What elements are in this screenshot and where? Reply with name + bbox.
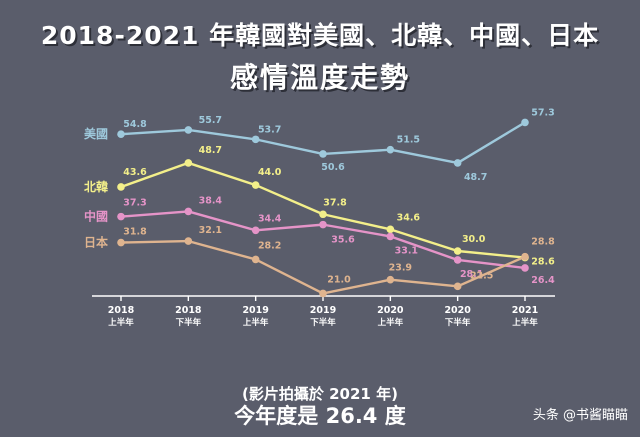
data-label: 28.1 — [460, 269, 483, 280]
data-point — [184, 159, 193, 167]
x-tick-label-half: 下半年 — [445, 317, 471, 328]
chart-subtitle: 感情溫度走勢 — [229, 61, 410, 94]
data-label: 48.7 — [464, 172, 487, 183]
x-tick-label-year: 2020 — [377, 305, 404, 316]
legend-label: 美國 — [84, 126, 108, 141]
data-point — [453, 282, 462, 291]
x-tick-label-year: 2019 — [310, 305, 336, 316]
data-label: 28.2 — [258, 240, 281, 251]
legend-label: 北韓 — [84, 179, 108, 194]
data-point — [319, 150, 327, 158]
data-label: 31.8 — [123, 227, 147, 238]
data-label: 44.0 — [258, 167, 282, 178]
data-point — [453, 247, 462, 255]
data-label: 33.1 — [395, 245, 418, 256]
data-label: 48.7 — [199, 145, 222, 156]
data-point — [251, 135, 260, 144]
data-label: 26.4 — [531, 275, 555, 286]
data-point — [386, 145, 395, 154]
data-point — [117, 183, 125, 191]
data-label: 32.1 — [199, 225, 222, 236]
data-label: 21.0 — [327, 274, 351, 285]
data-label: 23.9 — [389, 263, 412, 274]
legend-label: 日本 — [84, 235, 108, 250]
data-point — [386, 232, 395, 241]
data-point — [251, 255, 260, 264]
x-tick-label-half: 上半年 — [512, 317, 538, 328]
x-tick-label-half: 上半年 — [378, 317, 404, 328]
x-tick-label-half: 下半年 — [310, 317, 336, 328]
caption-highlight: 今年度是 26.4 度 — [234, 404, 406, 428]
data-point — [453, 256, 462, 264]
data-label: 57.3 — [531, 107, 554, 118]
data-label: 30.0 — [462, 234, 486, 245]
data-label: 37.8 — [323, 197, 347, 208]
x-tick-label-half: 下半年 — [176, 317, 202, 328]
x-tick-label-year: 2018 — [175, 305, 202, 316]
data-label: 37.3 — [123, 198, 146, 209]
data-point — [184, 207, 193, 216]
data-point — [386, 275, 395, 284]
data-point — [319, 210, 327, 219]
data-label: 53.7 — [258, 124, 281, 135]
data-point — [521, 252, 529, 261]
series-line-日本 — [120, 239, 526, 295]
data-label: 34.4 — [258, 213, 282, 224]
data-label: 50.6 — [321, 162, 345, 173]
data-point — [184, 126, 193, 134]
data-point — [319, 289, 327, 298]
data-point — [521, 118, 529, 127]
chart-title: 2018-2021 年韓國對美國、北韓、中國、日本 — [40, 21, 600, 50]
watermark: 头条 @书酱瞄瞄 — [532, 408, 628, 423]
data-point — [251, 181, 260, 189]
data-label: 38.4 — [199, 195, 223, 206]
data-label: 22.5 — [470, 270, 493, 281]
data-point — [453, 159, 462, 167]
x-tick-label-half: 上半年 — [243, 317, 269, 328]
data-point — [117, 238, 125, 247]
x-tick-label-year: 2021 — [512, 305, 538, 316]
x-tick-label-year: 2019 — [242, 305, 268, 316]
data-point — [386, 225, 395, 234]
data-label: 34.6 — [397, 212, 421, 223]
legend-label: 中國 — [84, 209, 108, 224]
data-point — [319, 220, 327, 229]
data-label: 51.5 — [397, 135, 420, 146]
data-point — [117, 130, 125, 138]
x-tick-label-half: 上半年 — [108, 317, 134, 328]
data-point — [117, 212, 125, 221]
data-point — [251, 226, 260, 235]
caption-note: (影片拍攝於 2021 年) — [242, 385, 398, 403]
x-tick-label-year: 2018 — [108, 305, 135, 316]
data-label: 55.7 — [199, 115, 222, 126]
data-point — [184, 237, 193, 245]
data-label: 54.8 — [123, 119, 147, 130]
data-label: 28.8 — [531, 237, 555, 248]
data-label: 28.6 — [531, 257, 555, 268]
data-label: 35.6 — [331, 235, 355, 246]
data-point — [521, 264, 529, 272]
x-tick-label-year: 2020 — [444, 305, 471, 316]
data-label: 43.6 — [123, 167, 147, 178]
